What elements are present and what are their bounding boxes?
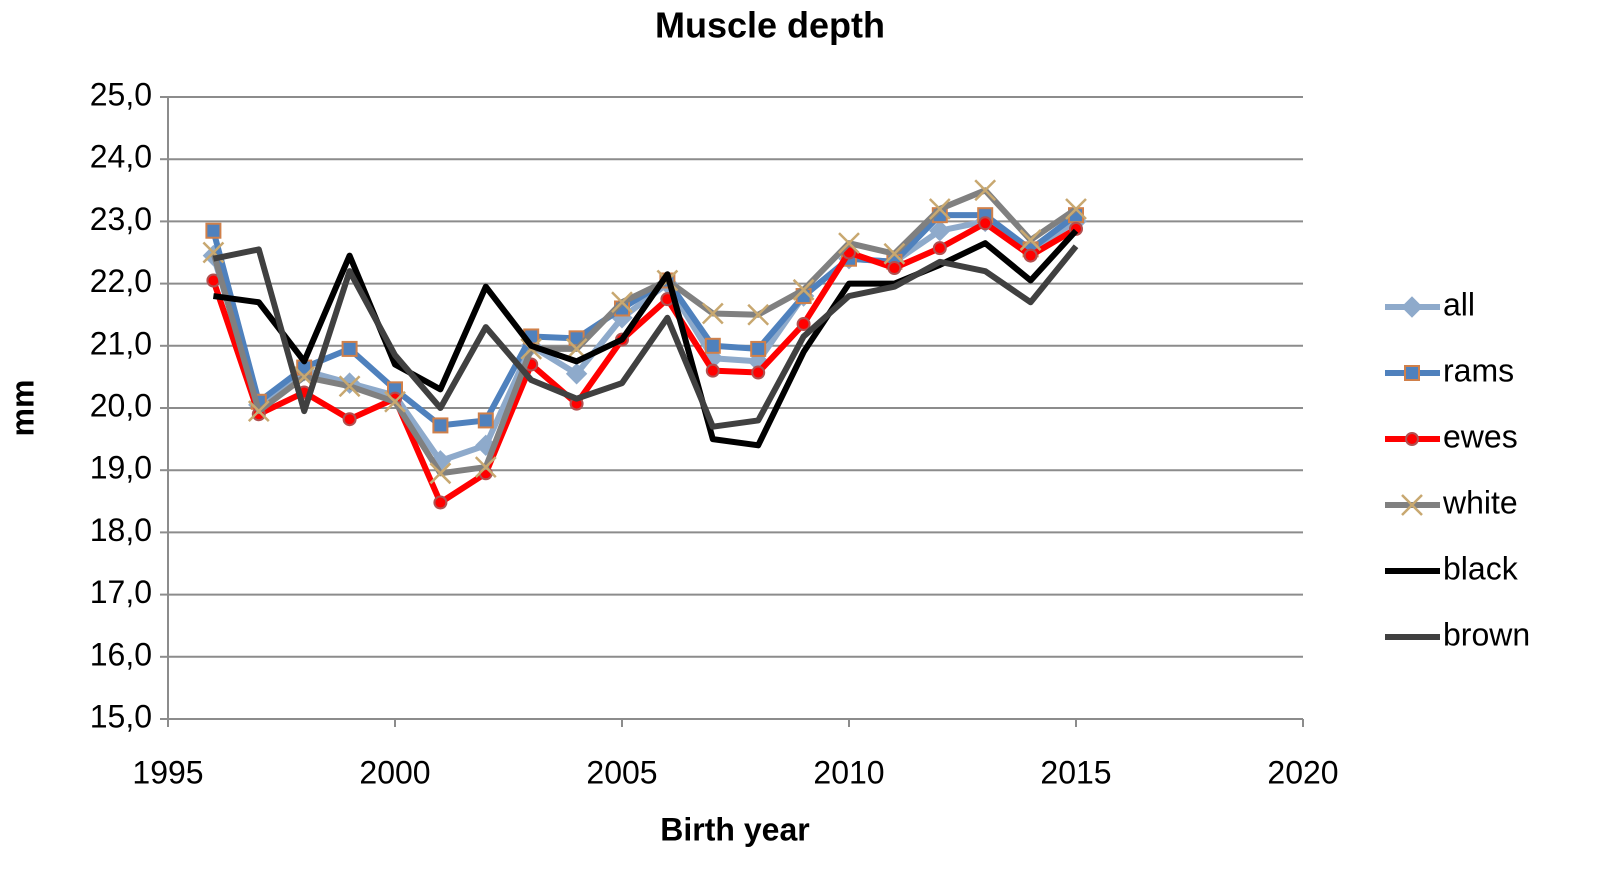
marker [432,417,449,434]
y-tick-label: 18,0 [90,512,152,548]
series-line [210,220,1078,506]
y-tick-label: 24,0 [90,139,152,175]
marker [796,317,811,332]
marker [978,216,993,231]
marker [1065,198,1087,220]
y-tick-label: 17,0 [90,574,152,610]
marker [342,412,357,427]
y-tick-label: 23,0 [90,201,152,237]
marker [792,278,815,301]
marker [205,222,222,239]
y-tick-label: 19,0 [90,450,152,486]
marker [974,179,997,202]
x-tick-label: 2020 [1267,754,1338,790]
y-tick-label: 22,0 [90,263,152,299]
marker [932,241,947,256]
marker [838,232,860,255]
x-tick-label: 2015 [1040,754,1111,790]
series-line [212,244,1079,430]
marker [1023,248,1038,263]
x-tick-label: 2005 [586,754,657,790]
legend-label: rams [1443,352,1514,388]
marker [751,365,766,380]
y-axis-label: mm [4,380,40,437]
marker [887,261,902,276]
marker [247,400,270,422]
marker [341,340,358,357]
marker [928,198,951,220]
marker [704,337,721,354]
marker [611,291,633,314]
y-tick-label: 20,0 [90,387,152,423]
marker [565,363,588,385]
marker [429,462,452,485]
marker [474,456,497,478]
x-tick-label: 2000 [359,754,430,790]
marker [1019,229,1042,251]
x-tick-label: 2010 [813,754,884,790]
x-tick-label: 1995 [132,754,203,790]
marker [747,303,770,326]
marker [701,302,724,325]
marker [338,375,361,398]
chart-title: Muscle depth [655,5,885,46]
marker [477,412,494,429]
marker [384,390,406,413]
marker [1401,494,1423,516]
marker [883,242,906,265]
marker [750,340,767,357]
marker [433,495,448,510]
marker [1404,365,1420,381]
legend-label: ewes [1443,418,1518,454]
legend-label: white [1442,484,1518,520]
marker [1401,296,1423,318]
y-tick-label: 15,0 [90,698,152,734]
y-tick-label: 25,0 [90,76,152,112]
legend-label: brown [1443,616,1530,652]
marker [929,220,951,242]
marker [705,363,720,378]
y-tick-label: 16,0 [90,636,152,672]
marker [1405,432,1419,446]
y-tick-label: 21,0 [90,325,152,361]
legend-label: black [1443,550,1519,586]
legend-label: all [1443,286,1475,322]
x-axis-label: Birth year [660,811,809,847]
